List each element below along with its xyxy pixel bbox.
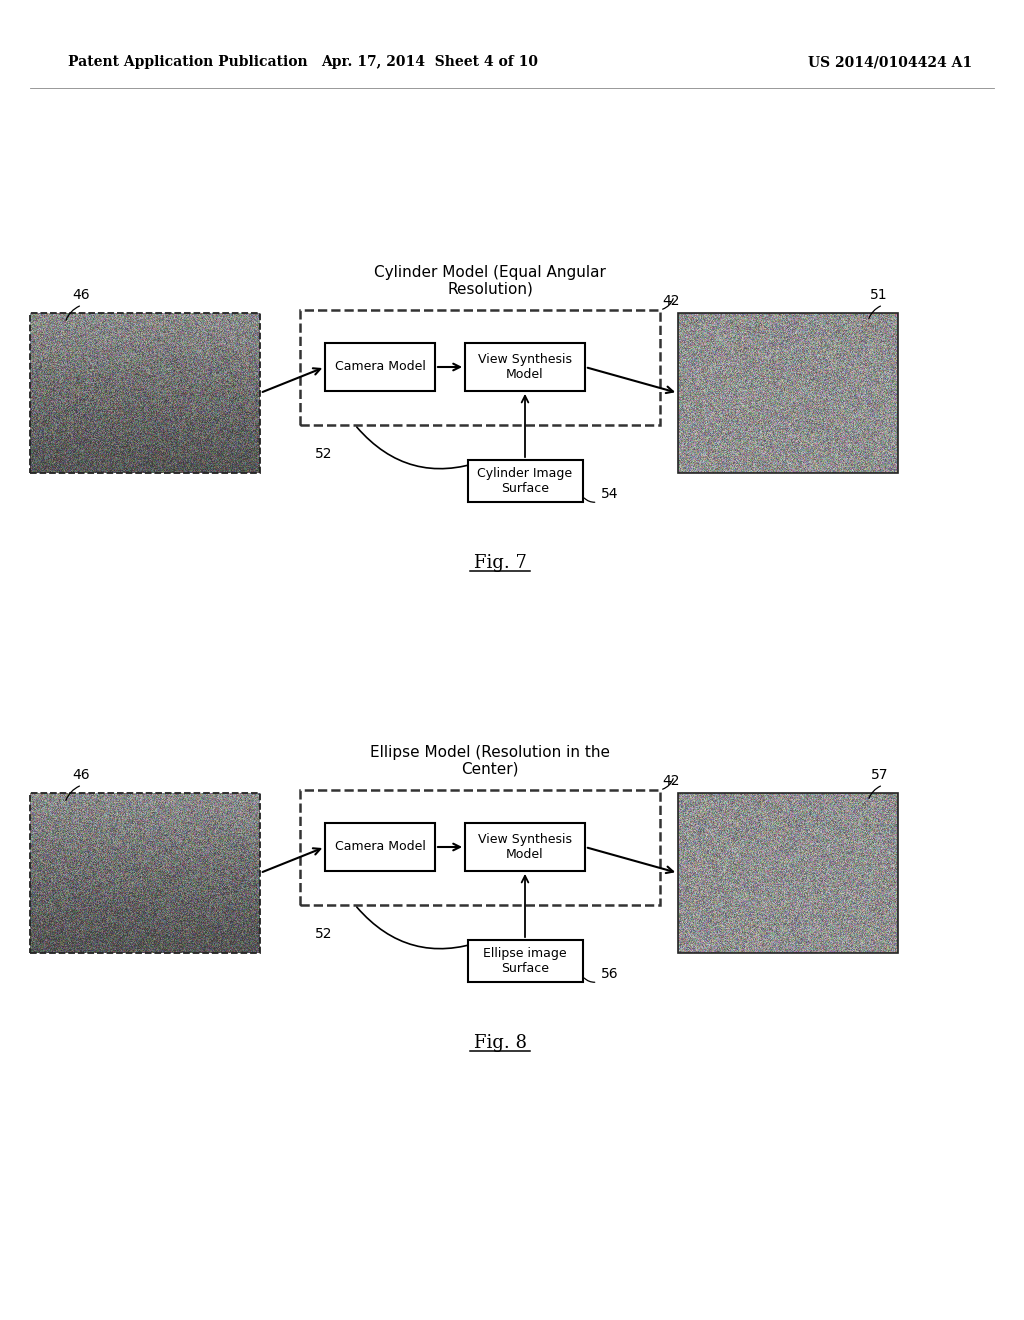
Text: View Synthesis
Model: View Synthesis Model [478, 352, 572, 381]
Text: 51: 51 [870, 288, 888, 302]
Text: 52: 52 [315, 927, 333, 941]
Text: Cylinder Model (Equal Angular: Cylinder Model (Equal Angular [374, 265, 606, 280]
Bar [468, 940, 583, 982]
Bar [300, 789, 660, 906]
Text: View Synthesis
Model: View Synthesis Model [478, 833, 572, 861]
Bar [678, 313, 898, 473]
Bar [325, 343, 435, 391]
Text: Apr. 17, 2014  Sheet 4 of 10: Apr. 17, 2014 Sheet 4 of 10 [322, 55, 539, 69]
Bar [465, 822, 585, 871]
Text: 54: 54 [600, 487, 618, 502]
Text: Cylinder Image
Surface: Cylinder Image Surface [477, 467, 572, 495]
Text: Camera Model: Camera Model [335, 360, 425, 374]
Text: 46: 46 [72, 768, 90, 781]
Text: US 2014/0104424 A1: US 2014/0104424 A1 [808, 55, 972, 69]
Bar [678, 793, 898, 953]
Bar [465, 343, 585, 391]
Text: Ellipse Model (Resolution in the: Ellipse Model (Resolution in the [370, 744, 610, 760]
Text: Patent Application Publication: Patent Application Publication [68, 55, 307, 69]
Text: Fig. 7: Fig. 7 [473, 554, 526, 572]
Text: 42: 42 [662, 294, 680, 308]
Bar [468, 459, 583, 502]
Text: Camera Model: Camera Model [335, 841, 425, 854]
Text: 57: 57 [870, 768, 888, 781]
Text: Center): Center) [461, 762, 519, 777]
Text: Fig. 8: Fig. 8 [473, 1034, 526, 1052]
Text: Resolution): Resolution) [447, 282, 532, 297]
Bar [325, 822, 435, 871]
Bar [300, 310, 660, 425]
Text: Ellipse image
Surface: Ellipse image Surface [483, 946, 567, 975]
Text: 56: 56 [600, 968, 618, 981]
Bar [30, 313, 260, 473]
Text: 46: 46 [72, 288, 90, 302]
Bar [30, 793, 260, 953]
Text: 52: 52 [315, 447, 333, 461]
Text: 42: 42 [662, 774, 680, 788]
